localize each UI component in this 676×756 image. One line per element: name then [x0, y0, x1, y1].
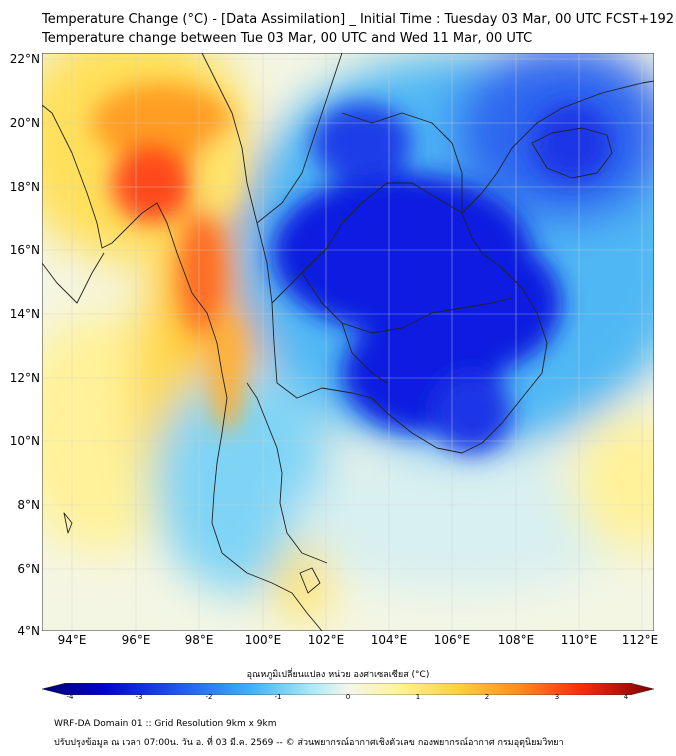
lon-label-110: 110°E	[560, 633, 598, 647]
lon-label-106: 106°E	[433, 633, 471, 647]
lat-label-16: 16°N	[9, 243, 40, 257]
update-credit: ปรับปรุงข้อมูล ณ เวลา 07:00น. วัน อ. ที่…	[54, 738, 564, 748]
lat-label-18: 18°N	[9, 180, 40, 194]
graticule	[42, 53, 654, 631]
chart-title: Temperature Change (°C) - [Data Assimila…	[42, 12, 675, 27]
lat-label-14: 14°N	[9, 307, 40, 321]
lat-label-10: 10°N	[9, 434, 40, 448]
lat-label-4: 4°N	[17, 624, 40, 638]
temperature-change-map	[41, 52, 655, 632]
colorbar-tick: -3	[135, 693, 143, 701]
temperature-field-detail	[92, 83, 612, 453]
lat-label-20: 20°N	[9, 116, 40, 130]
lon-label-94: 94°E	[57, 633, 87, 647]
lon-label-104: 104°E	[370, 633, 408, 647]
colorbar-tick: 1	[415, 693, 421, 701]
lat-label-22: 22°N	[9, 52, 40, 66]
lat-label-6: 6°N	[17, 562, 40, 576]
colorbar-tick: 2	[484, 693, 490, 701]
lat-label-8: 8°N	[17, 498, 40, 512]
lon-label-100: 100°E	[244, 633, 282, 647]
colorbar-tick: 4	[623, 693, 629, 701]
colorbar-tick: -2	[205, 693, 213, 701]
colorbar-tick: 0	[345, 693, 351, 701]
coastlines	[42, 53, 654, 631]
lon-label-98: 98°E	[184, 633, 214, 647]
model-info: WRF-DA Domain 01 :: Grid Resolution 9km …	[54, 719, 277, 729]
lon-label-108: 108°E	[497, 633, 535, 647]
colorbar-tick: -4	[66, 693, 74, 701]
colorbar-tick: -1	[274, 693, 282, 701]
chart-subtitle: Temperature change between Tue 03 Mar, 0…	[42, 31, 533, 46]
lat-label-12: 12°N	[9, 371, 40, 385]
colorbar-title: อุณหภูมิเปลี่ยนแปลง หน่วย องศาเซลเซียส (…	[246, 670, 430, 680]
lon-label-102: 102°E	[307, 633, 345, 647]
lon-label-96: 96°E	[121, 633, 151, 647]
lon-label-112: 112°E	[621, 633, 659, 647]
colorbar-tick: 3	[554, 693, 560, 701]
